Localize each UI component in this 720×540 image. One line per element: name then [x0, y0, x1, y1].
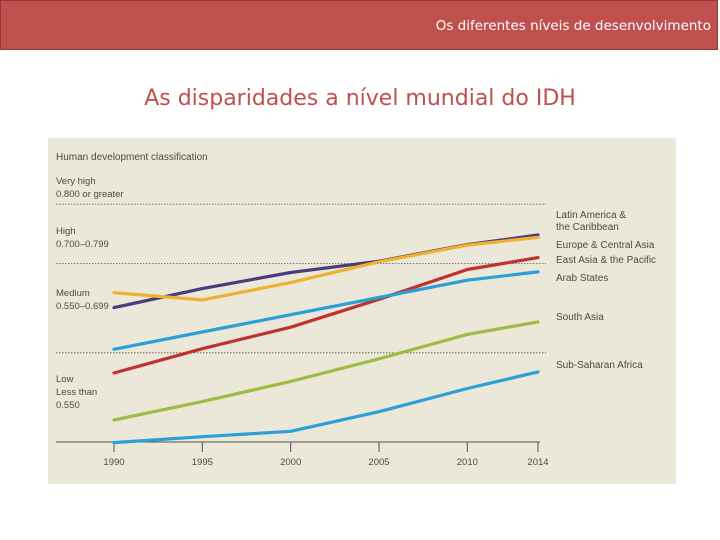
- series-line-2: [112, 255, 540, 375]
- band-label-high: 0.700–0.799: [56, 239, 109, 250]
- x-tick-label-2014: 2014: [527, 457, 548, 468]
- series-line-1: [112, 235, 540, 302]
- band-label-very_high: Very high: [56, 176, 96, 187]
- chart-title: Human development classification: [56, 152, 208, 163]
- series-line-4: [112, 320, 540, 422]
- series-label-5: Sub-Saharan Africa: [556, 360, 643, 371]
- series-label-0: Latin America &: [556, 210, 626, 221]
- x-tick-label-2010: 2010: [457, 457, 478, 468]
- series-line-5: [112, 370, 540, 445]
- series-label-0: the Caribbean: [556, 222, 619, 233]
- header-title: Os diferentes níveis de desenvolvimento: [435, 18, 711, 34]
- hdi-line-chart: Human development classification Very hig…: [56, 152, 656, 468]
- band-label-high: High: [56, 226, 76, 237]
- x-tick-label-2000: 2000: [280, 457, 301, 468]
- header-bar: Os diferentes níveis de desenvolvimento: [0, 0, 718, 50]
- series-label-1: Europe & Central Asia: [556, 240, 655, 251]
- x-tick-label-1990: 1990: [103, 457, 124, 468]
- band-label-low: Low: [56, 374, 74, 385]
- band-label-low: 0.550: [56, 400, 80, 411]
- series-line-3: [112, 270, 540, 351]
- series-label-4: South Asia: [556, 312, 604, 323]
- series-label-3: Arab States: [556, 273, 608, 284]
- band-label-medium: 0.550–0.699: [56, 301, 109, 312]
- slide-title: As disparidades a nível mundial do IDH: [144, 86, 576, 111]
- chart-panel: Human development classification Very hig…: [48, 138, 676, 484]
- band-label-low: Less than: [56, 387, 97, 398]
- series-label-2: East Asia & the Pacific: [556, 255, 656, 266]
- band-label-medium: Medium: [56, 288, 90, 299]
- x-tick-label-2005: 2005: [368, 457, 389, 468]
- band-label-very_high: 0.800 or greater: [56, 189, 124, 200]
- x-tick-label-1995: 1995: [192, 457, 213, 468]
